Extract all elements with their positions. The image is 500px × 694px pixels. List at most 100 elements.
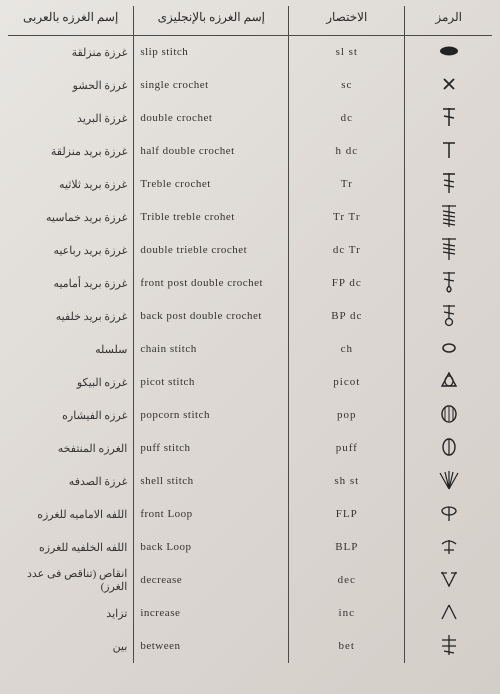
cell-arabic: غرزة بريد منزلقة bbox=[8, 135, 134, 168]
cell-english: picot stitch bbox=[134, 366, 289, 399]
cell-english: front Loop bbox=[134, 498, 289, 531]
cell-abbrev: picot bbox=[289, 366, 405, 399]
cell-abbrev: h dc bbox=[289, 135, 405, 168]
cell-symbol bbox=[405, 135, 492, 168]
table-row: غرزة بريد خلفيهback post double crochetB… bbox=[8, 300, 492, 333]
cell-symbol bbox=[405, 630, 492, 663]
page-container: إسم الغرزه بالعربى إسم الغرزه بالإنجليزى… bbox=[0, 0, 500, 694]
table-row: غرزة بريد منزلقةhalf double crocheth dc bbox=[8, 135, 492, 168]
cell-english: half double crochet bbox=[134, 135, 289, 168]
bp-icon bbox=[439, 303, 459, 330]
cell-english: Treble crochet bbox=[134, 168, 289, 201]
blp-icon bbox=[438, 536, 460, 559]
cell-abbrev: ch bbox=[289, 333, 405, 366]
table-row: غرزه البيكوpicot stitchpicot bbox=[8, 366, 492, 399]
cell-arabic: غرزة بريد خماسيه bbox=[8, 201, 134, 234]
cell-english: increase bbox=[134, 597, 289, 630]
trtr-icon bbox=[439, 203, 459, 232]
table-row: غرزة الحشوsingle crochetsc bbox=[8, 69, 492, 102]
cell-arabic: غرزة بريد أماميه bbox=[8, 267, 134, 300]
table-row: غرزة بريد ثلاثيهTreble crochetTr bbox=[8, 168, 492, 201]
cell-abbrev: pop bbox=[289, 399, 405, 432]
cell-symbol bbox=[405, 234, 492, 267]
table-row: بينbetweenbet bbox=[8, 630, 492, 663]
cell-english: front post double crochet bbox=[134, 267, 289, 300]
cell-arabic: تزايد bbox=[8, 597, 134, 630]
cell-abbrev: puff bbox=[289, 432, 405, 465]
cell-abbrev: inc bbox=[289, 597, 405, 630]
cell-arabic: سلسله bbox=[8, 333, 134, 366]
stitch-table: إسم الغرزه بالعربى إسم الغرزه بالإنجليزى… bbox=[8, 6, 492, 663]
cell-symbol bbox=[405, 300, 492, 333]
cell-arabic: اللفه الاماميه للغرزه bbox=[8, 498, 134, 531]
cell-english: double crochet bbox=[134, 102, 289, 135]
cell-english: single crochet bbox=[134, 69, 289, 102]
tr-icon bbox=[440, 171, 458, 198]
puff-icon bbox=[439, 436, 459, 461]
cell-symbol bbox=[405, 36, 492, 69]
cell-english: back post double crochet bbox=[134, 300, 289, 333]
table-row: غرزه الفيشارهpopcorn stitchpop bbox=[8, 399, 492, 432]
cell-symbol bbox=[405, 498, 492, 531]
cell-english: Trible treble crohet bbox=[134, 201, 289, 234]
inc-icon bbox=[437, 602, 461, 625]
cell-symbol bbox=[405, 564, 492, 597]
x-icon bbox=[441, 76, 457, 95]
cell-abbrev: BP dc bbox=[289, 300, 405, 333]
table-body: غرزة منزلقةslip stitchsl stغرزة الحشوsin… bbox=[8, 36, 492, 663]
flp-icon bbox=[438, 503, 460, 526]
cell-symbol bbox=[405, 201, 492, 234]
cell-symbol bbox=[405, 465, 492, 498]
fp-icon bbox=[439, 270, 459, 297]
header-arabic: إسم الغرزه بالعربى bbox=[8, 6, 134, 36]
table-row: غرزة بريد أماميهfront post double croche… bbox=[8, 267, 492, 300]
header-english: إسم الغرزه بالإنجليزى bbox=[134, 6, 289, 36]
cell-arabic: غرزة بريد خلفيه bbox=[8, 300, 134, 333]
shell-icon bbox=[437, 469, 461, 494]
cell-english: popcorn stitch bbox=[134, 399, 289, 432]
cell-symbol bbox=[405, 168, 492, 201]
oval-icon bbox=[438, 45, 460, 60]
table-row: غرزة بريد خماسيهTrible treble crohetTr T… bbox=[8, 201, 492, 234]
cell-abbrev: Tr Tr bbox=[289, 201, 405, 234]
bet-icon bbox=[438, 633, 460, 660]
cell-symbol bbox=[405, 333, 492, 366]
cell-abbrev: Tr bbox=[289, 168, 405, 201]
picot-icon bbox=[438, 370, 460, 395]
cell-symbol bbox=[405, 531, 492, 564]
table-row: تزايدincreaseinc bbox=[8, 597, 492, 630]
ch-icon bbox=[440, 341, 458, 358]
cell-symbol bbox=[405, 399, 492, 432]
cell-abbrev: bet bbox=[289, 630, 405, 663]
table-row: اللفه الاماميه للغرزهfront LoopFLP bbox=[8, 498, 492, 531]
cell-english: chain stitch bbox=[134, 333, 289, 366]
hdc-icon bbox=[440, 140, 458, 163]
cell-arabic: غرزة منزلقة bbox=[8, 36, 134, 69]
cell-symbol bbox=[405, 267, 492, 300]
cell-arabic: بين bbox=[8, 630, 134, 663]
cell-abbrev: dc Tr bbox=[289, 234, 405, 267]
dtr-icon bbox=[439, 236, 459, 265]
cell-arabic: غرزة الصدفه bbox=[8, 465, 134, 498]
cell-abbrev: sc bbox=[289, 69, 405, 102]
cell-symbol bbox=[405, 432, 492, 465]
cell-symbol bbox=[405, 102, 492, 135]
cell-english: slip stitch bbox=[134, 36, 289, 69]
cell-abbrev: dec bbox=[289, 564, 405, 597]
header-row: إسم الغرزه بالعربى إسم الغرزه بالإنجليزى… bbox=[8, 6, 492, 36]
cell-symbol bbox=[405, 597, 492, 630]
cell-arabic: غرزة بريد ثلاثيه bbox=[8, 168, 134, 201]
cell-abbrev: sh st bbox=[289, 465, 405, 498]
table-row: غرزة الصدفهshell stitchsh st bbox=[8, 465, 492, 498]
cell-english: back Loop bbox=[134, 531, 289, 564]
pop-icon bbox=[438, 403, 460, 428]
header-symbol: الرمز bbox=[405, 6, 492, 36]
table-row: اللفه الخلفيه للغرزهback LoopBLP bbox=[8, 531, 492, 564]
dec-icon bbox=[437, 569, 461, 592]
cell-english: shell stitch bbox=[134, 465, 289, 498]
cell-arabic: غرزه الفيشاره bbox=[8, 399, 134, 432]
cell-english: double trieble crochet bbox=[134, 234, 289, 267]
cell-abbrev: FLP bbox=[289, 498, 405, 531]
cell-arabic: اللفه الخلفيه للغرزه bbox=[8, 531, 134, 564]
cell-arabic: غرزة الحشو bbox=[8, 69, 134, 102]
